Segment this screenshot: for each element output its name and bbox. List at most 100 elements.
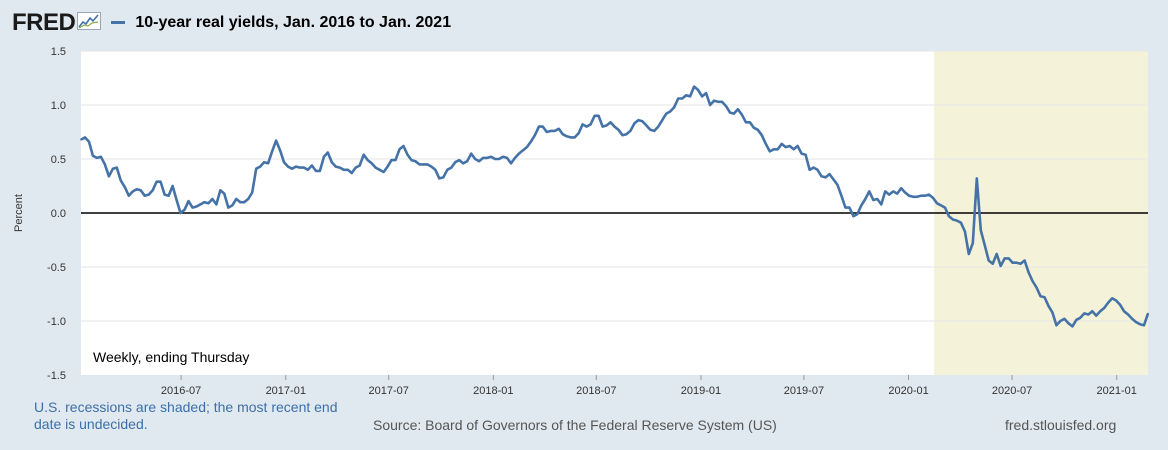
data-point xyxy=(629,130,632,132)
data-point xyxy=(530,140,532,143)
x-tick-label: 2016-07 xyxy=(161,385,201,397)
data-point xyxy=(860,204,863,207)
data-point xyxy=(526,146,528,148)
data-point xyxy=(394,159,397,161)
data-point xyxy=(175,199,178,201)
data-point xyxy=(625,133,628,135)
data-point xyxy=(1031,280,1034,282)
x-axis: 2016-07 2017-01 2017-07 2018-01 2018-07 2019-… xyxy=(161,375,1137,397)
data-point xyxy=(1047,305,1050,307)
data-point xyxy=(410,159,413,161)
data-point xyxy=(350,172,353,174)
data-point xyxy=(1019,263,1022,265)
data-point xyxy=(251,191,253,194)
data-point xyxy=(128,194,130,197)
data-point xyxy=(295,165,297,168)
data-point xyxy=(677,97,679,100)
data-point xyxy=(187,200,190,202)
y-tick-label: 0.5 xyxy=(51,154,66,166)
data-point xyxy=(812,166,815,169)
data-point xyxy=(637,119,640,121)
data-point xyxy=(1087,313,1090,316)
site-link[interactable]: fred.stlouisfed.org xyxy=(1005,417,1117,433)
data-point xyxy=(1127,313,1129,316)
data-point xyxy=(259,165,262,168)
x-tick-label: 2018-07 xyxy=(576,385,616,397)
data-point xyxy=(370,162,373,165)
data-point xyxy=(426,163,429,166)
data-point xyxy=(303,166,305,169)
y-tick-label: 1.5 xyxy=(51,46,66,58)
data-point xyxy=(828,173,831,175)
data-point xyxy=(653,130,656,132)
data-point xyxy=(1063,318,1066,320)
data-point xyxy=(761,134,763,136)
data-point xyxy=(135,188,138,190)
grid-layer xyxy=(81,50,1148,322)
data-point xyxy=(422,163,425,166)
data-point xyxy=(494,158,496,160)
data-point xyxy=(745,121,747,124)
data-point xyxy=(315,170,317,172)
recession-note: U.S. recessions are shaded; the most rec… xyxy=(34,399,338,432)
data-point xyxy=(888,193,890,196)
data-point xyxy=(765,143,767,145)
data-point xyxy=(442,176,445,179)
fred-logo[interactable]: FRED xyxy=(12,9,76,36)
data-point xyxy=(780,143,783,145)
data-point xyxy=(1023,259,1026,262)
data-point xyxy=(573,136,576,139)
data-point xyxy=(167,194,170,197)
data-point xyxy=(796,145,799,147)
data-point xyxy=(868,190,871,193)
data-point xyxy=(1135,321,1137,323)
data-point xyxy=(800,152,803,155)
data-point xyxy=(263,161,265,163)
data-point xyxy=(462,162,465,165)
data-point xyxy=(577,132,580,134)
data-point xyxy=(434,169,437,171)
data-point xyxy=(486,157,488,159)
data-point xyxy=(255,167,257,170)
data-point xyxy=(558,128,560,130)
data-point xyxy=(454,161,457,163)
data-point xyxy=(331,161,333,163)
data-point xyxy=(900,187,902,189)
data-point xyxy=(279,149,281,152)
data-point xyxy=(267,162,269,165)
data-point xyxy=(673,106,675,108)
data-point xyxy=(414,160,417,162)
data-point xyxy=(374,166,377,169)
data-point xyxy=(609,121,612,124)
data-point xyxy=(1083,312,1086,315)
data-point xyxy=(725,105,727,107)
data-point xyxy=(940,204,942,207)
data-point xyxy=(737,108,739,111)
data-point xyxy=(124,186,126,188)
data-point xyxy=(1011,261,1014,264)
data-point xyxy=(561,133,564,135)
fred-chart-icon xyxy=(77,11,102,35)
data-point xyxy=(554,130,556,132)
data-point xyxy=(84,136,86,139)
data-point xyxy=(1115,299,1117,302)
data-point xyxy=(171,185,174,187)
data-point xyxy=(343,169,345,171)
data-point xyxy=(1147,312,1149,315)
data-point xyxy=(335,165,337,168)
data-point xyxy=(104,163,106,166)
data-point xyxy=(721,101,723,103)
data-point xyxy=(852,215,855,217)
data-point xyxy=(944,206,946,209)
data-point xyxy=(661,119,664,121)
data-point xyxy=(96,157,98,159)
data-point xyxy=(920,194,922,197)
data-point xyxy=(585,125,588,128)
data-point xyxy=(1103,307,1105,309)
data-point xyxy=(199,203,202,206)
data-point xyxy=(613,125,616,128)
data-point xyxy=(215,203,218,206)
data-point xyxy=(390,159,393,161)
data-point xyxy=(1131,318,1133,320)
data-point xyxy=(665,112,668,115)
